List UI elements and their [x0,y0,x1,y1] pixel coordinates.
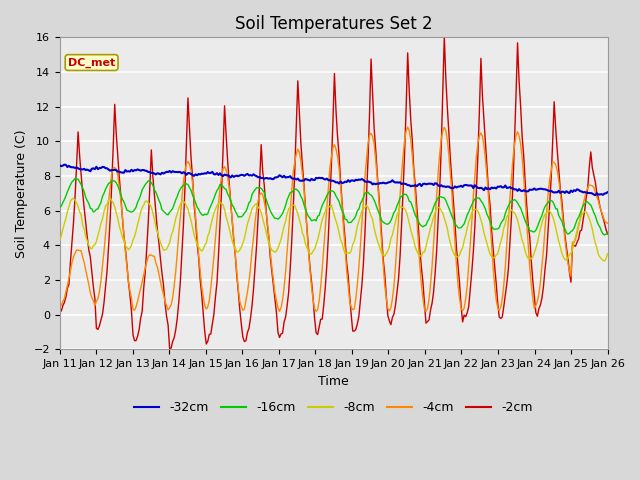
Y-axis label: Soil Temperature (C): Soil Temperature (C) [15,129,28,258]
X-axis label: Time: Time [318,374,349,387]
Legend: -32cm, -16cm, -8cm, -4cm, -2cm: -32cm, -16cm, -8cm, -4cm, -2cm [129,396,538,419]
Title: Soil Temperatures Set 2: Soil Temperatures Set 2 [235,15,433,33]
Text: DC_met: DC_met [68,58,115,68]
